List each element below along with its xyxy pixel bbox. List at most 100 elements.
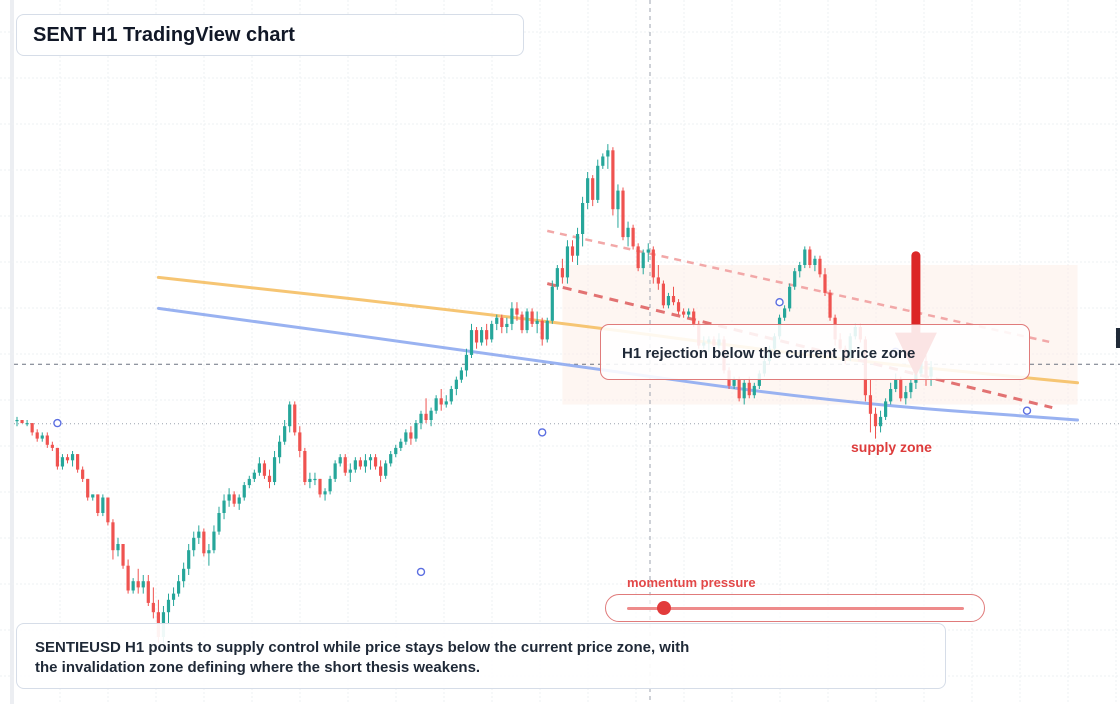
candle-body: [111, 522, 115, 551]
candle: [601, 153, 605, 169]
candle-body: [606, 150, 610, 157]
candle: [631, 224, 635, 250]
candle-body: [212, 531, 216, 551]
candle: [303, 447, 307, 486]
candle-body: [146, 581, 150, 603]
candle-body: [308, 478, 312, 482]
candle-body: [313, 478, 317, 481]
candle: [495, 314, 499, 331]
candle-body: [798, 265, 802, 272]
candle-body: [257, 463, 261, 473]
candle-body: [25, 423, 29, 425]
candle: [116, 537, 120, 557]
candle: [136, 568, 140, 594]
candle: [591, 175, 595, 207]
candle-body: [818, 258, 822, 275]
candle: [348, 463, 352, 482]
candle-body: [394, 447, 398, 455]
candle-body: [485, 330, 489, 340]
candle: [464, 348, 469, 377]
momentum-knob[interactable]: [656, 601, 671, 615]
candle-body: [666, 296, 671, 306]
candle-body: [429, 410, 433, 420]
candle-body: [459, 370, 463, 380]
candle: [293, 401, 297, 436]
candle: [545, 317, 549, 343]
candle-body: [126, 565, 130, 591]
candle: [424, 398, 428, 424]
candle-body: [692, 311, 696, 324]
candle: [500, 314, 504, 334]
momentum-slider[interactable]: [605, 594, 985, 622]
candle-body: [252, 472, 256, 479]
candle: [828, 289, 832, 321]
candle: [682, 308, 686, 318]
candle-body: [904, 392, 908, 399]
candle: [212, 525, 216, 554]
candle: [166, 593, 171, 625]
candle-body: [262, 463, 267, 476]
candle: [60, 454, 65, 470]
candle-body: [363, 460, 368, 467]
candle-body: [343, 457, 347, 473]
candle-body: [151, 602, 155, 613]
candle: [687, 308, 691, 318]
candle: [788, 283, 792, 312]
candle-body: [197, 531, 201, 538]
candle-body: [550, 286, 554, 321]
candle-body: [601, 156, 605, 166]
candle-body: [217, 513, 221, 532]
candle: [626, 221, 630, 247]
candle: [429, 407, 433, 427]
candle: [333, 460, 337, 482]
candle: [101, 494, 105, 517]
candle-body: [596, 165, 600, 200]
candle: [550, 280, 554, 324]
candle-body: [141, 581, 145, 588]
candle-body: [889, 389, 893, 402]
candle-body: [121, 544, 125, 566]
candle: [540, 317, 544, 346]
candle-body: [35, 432, 39, 439]
candle-body: [449, 389, 453, 402]
candle: [126, 559, 130, 594]
candle-body: [101, 497, 105, 513]
candle: [267, 469, 272, 489]
summary-note: SENTIEUSD H1 points to supply control wh…: [16, 623, 946, 689]
candle: [889, 382, 893, 405]
candle: [328, 475, 332, 495]
candle: [586, 172, 590, 210]
candle: [616, 184, 620, 228]
candle: [823, 268, 827, 296]
candle: [252, 469, 256, 482]
candle: [121, 544, 125, 569]
signal-marker: [53, 418, 62, 428]
summary-line-1: SENTIEUSD H1 points to supply control wh…: [35, 639, 690, 656]
price-axis-tag: [1116, 328, 1120, 348]
candle-body: [682, 311, 686, 315]
candle-body: [434, 398, 438, 411]
candle: [106, 497, 110, 526]
candle-body: [742, 382, 746, 399]
candle: [25, 420, 29, 427]
candle-body: [687, 311, 691, 315]
candle-body: [611, 150, 615, 210]
candle-body: [793, 271, 797, 287]
candle: [535, 311, 539, 334]
candle: [636, 243, 640, 272]
candle-body: [808, 249, 812, 265]
candle: [899, 376, 903, 402]
candle: [909, 379, 913, 399]
candle-body: [131, 581, 135, 591]
candle: [222, 494, 226, 520]
candle-body: [409, 432, 413, 439]
candle-body: [560, 268, 564, 278]
candle-body: [414, 423, 418, 439]
candle: [171, 587, 176, 606]
candle: [661, 280, 665, 309]
chart-title: SENT H1 TradingView chart: [16, 14, 524, 56]
candle-body: [288, 404, 292, 427]
candle-body: [298, 432, 302, 451]
candle: [35, 429, 39, 442]
candle: [343, 454, 347, 476]
